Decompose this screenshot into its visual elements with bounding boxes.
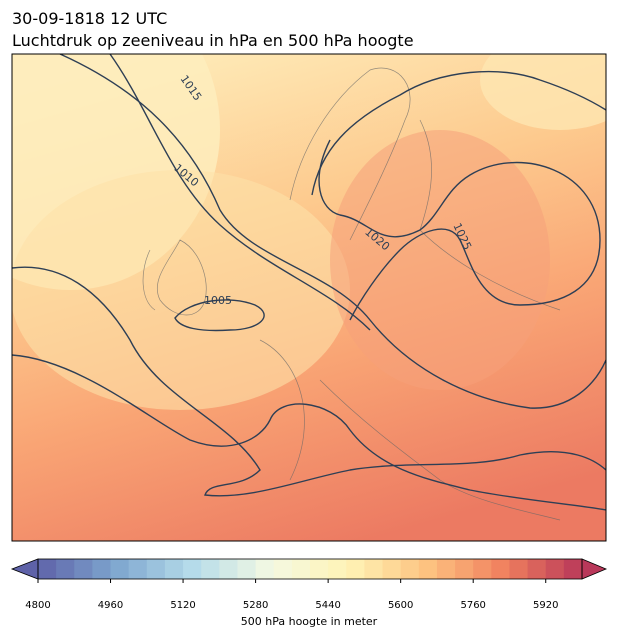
colorbar-tick-label: 5600 [388, 600, 413, 611]
colorbar-swatch [74, 559, 93, 579]
colorbar-swatch [273, 559, 293, 579]
colorbar-swatch [473, 559, 492, 579]
colorbar-swatch [527, 559, 547, 579]
title: 30-09-1818 12 UTC [12, 9, 167, 28]
isobar [318, 139, 601, 321]
height-field [330, 130, 550, 390]
colorbar-swatch [364, 559, 384, 579]
colorbar-tick-label: 5920 [533, 600, 558, 611]
colorbar-swatch [346, 559, 365, 579]
colorbar-swatch [201, 559, 220, 579]
isobar [12, 266, 606, 497]
colorbar-swatch [328, 559, 347, 579]
colorbar-swatch [219, 559, 238, 579]
colorbar-swatch [418, 559, 438, 579]
isobar [109, 54, 371, 331]
colorbar-extend-low [10, 558, 39, 580]
colorbar-swatch [146, 559, 166, 579]
colorbar-swatch [164, 559, 184, 579]
colorbar-swatch [455, 559, 474, 579]
colorbar-swatch [400, 559, 420, 579]
colorbar-tick-label: 5120 [170, 600, 195, 611]
colorbar-tick-label: 5280 [243, 600, 268, 611]
colorbar-swatch [491, 559, 510, 579]
height-field [12, 170, 350, 410]
colorbar-swatch [509, 559, 529, 579]
colorbar-swatch [56, 559, 75, 579]
colorbar-swatch [310, 559, 329, 579]
colorbar-label: 500 hPa hoogte in meter [241, 615, 378, 628]
colorbar-extend-high [581, 558, 608, 580]
map: 1015 1010 1005 1020 1025 [12, 54, 606, 541]
coastline [142, 239, 207, 316]
colorbar-swatch [183, 559, 202, 579]
isobar [59, 54, 606, 409]
isobar [174, 299, 265, 332]
colorbar-swatch [382, 559, 402, 579]
subtitle: Luchtdruk op zeeniveau in hPa en 500 hPa… [12, 31, 414, 50]
map-frame [11, 53, 607, 542]
colorbar-swatch [128, 559, 148, 579]
colorbar-swatch [92, 559, 112, 579]
colorbar-tick-label: 4800 [25, 600, 50, 611]
colorbar-swatch [110, 559, 130, 579]
colorbar-swatch [545, 559, 565, 579]
colorbar-swatch [237, 559, 257, 579]
colorbar-tick-label: 4960 [98, 600, 123, 611]
isobar-label: 1005 [204, 294, 232, 307]
colorbar-swatch [436, 559, 456, 579]
colorbar-tick-label: 5760 [460, 600, 485, 611]
isobar [311, 70, 606, 196]
colorbar-swatch [255, 559, 275, 579]
colorbar-swatch [563, 559, 583, 579]
colorbar-frame [37, 558, 583, 580]
colorbar-tick-label: 5440 [315, 600, 340, 611]
colorbar-swatch [291, 559, 311, 579]
isobar [12, 354, 606, 511]
colorbar: 4800 4960 5120 5280 5440 5600 5760 5920 [10, 558, 608, 611]
colorbar-swatch [38, 559, 57, 579]
